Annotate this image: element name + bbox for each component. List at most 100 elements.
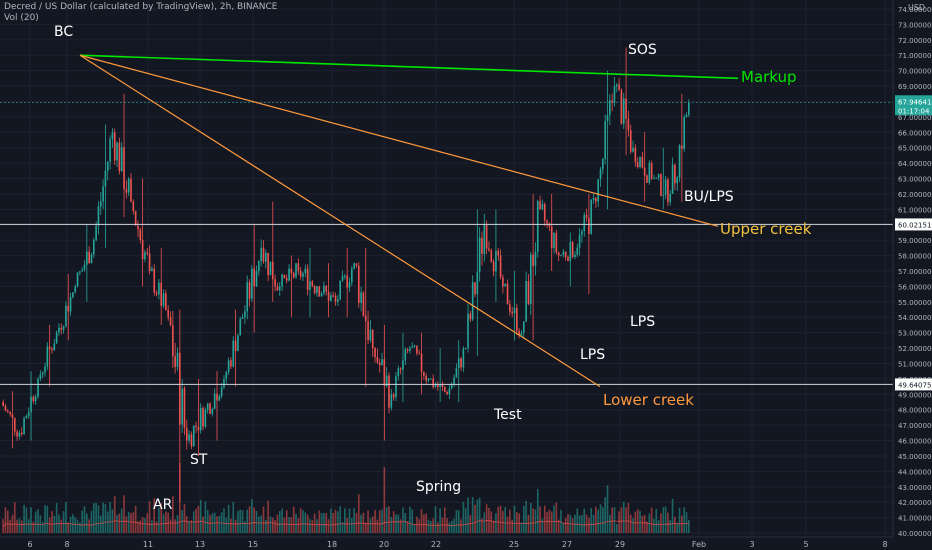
candle-body (374, 348, 376, 358)
volume-bar (585, 514, 588, 533)
volume-bar (625, 507, 627, 533)
volume-bar (529, 503, 532, 533)
volume-bar (660, 513, 662, 533)
candle-body (416, 345, 418, 354)
volume-bar (320, 513, 323, 533)
volume-bar (685, 512, 688, 533)
candle-body (172, 325, 174, 357)
candle-body (588, 217, 590, 234)
candle-body (536, 201, 539, 252)
candle-body (9, 411, 11, 415)
price-tick-label: 61.000000 (898, 206, 932, 214)
volume-bar (237, 510, 239, 533)
volume-bar (525, 500, 527, 533)
candle-body (385, 375, 388, 387)
candle-body (344, 275, 346, 277)
volume-bar (418, 519, 421, 533)
candle-body (44, 366, 46, 373)
candle-body (683, 117, 686, 149)
volume-bar (153, 498, 156, 533)
candle-body (685, 114, 688, 118)
price-tick-label: 62.000000 (898, 191, 932, 199)
candle-body (562, 251, 565, 255)
price-tick-label: 42.000000 (898, 499, 932, 507)
candle-body (402, 360, 404, 370)
time-tick-label: 27 (562, 540, 572, 549)
volume-bar (20, 520, 23, 533)
candle-body (560, 254, 562, 256)
candle-body (420, 353, 423, 372)
candle-body (302, 273, 304, 277)
volume-bar (174, 519, 176, 533)
volume-bar (599, 504, 602, 533)
volume-bar (509, 509, 511, 533)
volume-bar (425, 513, 428, 533)
time-tick-label: 22 (431, 540, 441, 549)
candle-body (441, 384, 444, 388)
candle-body (106, 161, 109, 171)
candle-body (353, 263, 355, 269)
candle-body (664, 179, 667, 195)
volume-bar (355, 512, 358, 533)
volume-bar (504, 507, 507, 533)
volume-bar (155, 521, 158, 533)
volume-bar (667, 512, 669, 533)
volume-bar (497, 506, 500, 533)
volume-bar (181, 510, 183, 533)
candle-body (95, 225, 97, 241)
volume-indicator-label[interactable]: Vol (20) (4, 13, 39, 23)
volume-bar (346, 517, 348, 533)
volume-bar (399, 519, 402, 533)
volume-bar (622, 501, 625, 533)
volume-bar (146, 513, 149, 533)
time-axis[interactable]: 6 8 11 13 15 18 20 22 25 27 29 Feb 3 5 8 (0, 536, 893, 550)
volume-bar (532, 508, 534, 533)
candle-body (485, 224, 488, 249)
candle-body (392, 394, 395, 398)
volume-bar (632, 518, 634, 533)
candle-body (602, 159, 604, 170)
candle-body (532, 254, 534, 267)
volume-bar (492, 520, 495, 533)
candle-body (283, 274, 286, 279)
volume-bar (374, 509, 376, 533)
candle-body (653, 178, 655, 180)
volume-bar (420, 509, 423, 533)
candle-body (527, 281, 530, 305)
volume-bar (160, 503, 163, 533)
price-axis[interactable]: 74.000000 73.000000 72.000000 71.000000 70.0… (892, 0, 932, 550)
volume-bar (367, 510, 369, 533)
volume-bar (6, 510, 9, 533)
time-tick-label: 5 (803, 540, 808, 549)
candle-body (20, 432, 23, 435)
volume-bar (2, 519, 4, 533)
candle-body (79, 271, 81, 273)
volume-bar (109, 502, 111, 533)
volume-bar (313, 513, 316, 533)
candle-body (355, 263, 358, 266)
candle-body (525, 281, 527, 322)
volume-bar (113, 496, 116, 533)
price-tick-label: 53.000000 (898, 330, 932, 338)
candle-body (130, 178, 132, 202)
candle-body (404, 349, 407, 361)
candle-body (55, 332, 58, 344)
candle-body (6, 410, 9, 412)
candle-body (599, 169, 602, 180)
time-tick-label: 25 (509, 540, 519, 549)
volume-bar (653, 518, 655, 533)
annotation-st: ST (190, 452, 208, 468)
candle-body (158, 282, 160, 295)
candle-body (316, 286, 318, 294)
candle-body (636, 162, 639, 167)
volume-bar (27, 519, 30, 533)
volume-bar (390, 516, 393, 533)
candle-body (453, 377, 455, 385)
time-tick-label: 20 (379, 540, 389, 549)
volume-bar (576, 508, 579, 533)
candle-body (123, 147, 125, 190)
volume-bar (385, 507, 388, 533)
candle-body (167, 309, 170, 318)
